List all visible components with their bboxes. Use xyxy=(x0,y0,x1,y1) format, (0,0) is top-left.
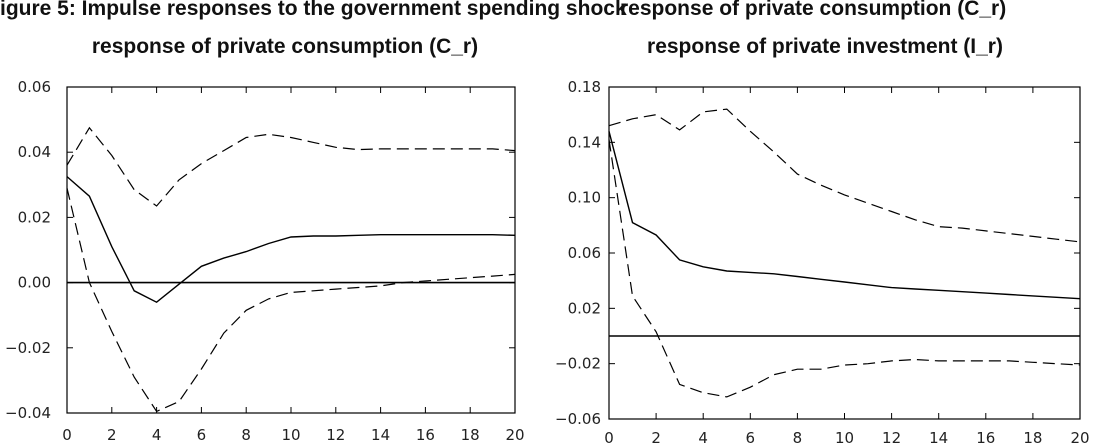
x-tick-label: 10 xyxy=(835,429,854,447)
y-tick-label: −0.02 xyxy=(555,355,601,373)
plot-frame xyxy=(66,86,516,414)
upper-band-series xyxy=(608,108,1081,243)
x-tick-label: 8 xyxy=(793,429,803,447)
response-series xyxy=(608,131,1081,300)
x-tick-label: 12 xyxy=(882,429,901,447)
x-tick-label: 20 xyxy=(505,426,524,444)
y-tick-label: 0.02 xyxy=(18,208,51,226)
x-tick-label: 8 xyxy=(241,426,251,444)
chart-private-investment: response of private investment (I_r) 0 2 4 6… xyxy=(555,35,1090,447)
x-tick-label: 0 xyxy=(62,426,72,444)
chart-title: response of private consumption (C_r) xyxy=(92,35,478,58)
y-tick-label: 0.06 xyxy=(568,244,601,262)
x-tick-label: 10 xyxy=(281,426,300,444)
plot-frame xyxy=(608,86,1081,420)
x-tick-label: 14 xyxy=(929,429,948,447)
y-tick-label: −0.06 xyxy=(555,410,601,428)
x-tick-label: 4 xyxy=(152,426,162,444)
x-tick-label: 4 xyxy=(698,429,708,447)
header-clip-left: igure 5: Impulse responses to the govern… xyxy=(0,0,627,20)
chart-title: response of private investment (I_r) xyxy=(647,35,1003,58)
x-tick-label: 12 xyxy=(326,426,345,444)
x-tick-label: 18 xyxy=(461,426,480,444)
x-tick-label: 20 xyxy=(1070,429,1089,447)
x-tick-label: 2 xyxy=(107,426,117,444)
y-tick-label: 0.10 xyxy=(568,189,601,207)
chart-private-consumption: response of private consumption (C_r) 0 2 4… xyxy=(5,35,525,444)
lower-band-series xyxy=(608,139,1081,398)
x-tick-label: 6 xyxy=(746,429,756,447)
header-clip-right: response of private consumption (C_r) xyxy=(620,0,1006,20)
y-tick-label: 0.18 xyxy=(568,78,601,96)
x-tick-label: 16 xyxy=(416,426,435,444)
y-tick-label: 0.04 xyxy=(18,143,51,161)
lower-band-series xyxy=(66,187,516,413)
x-tick-label: 0 xyxy=(604,429,614,447)
y-tick-label: 0.14 xyxy=(568,133,601,151)
upper-band-series xyxy=(66,126,516,207)
x-tick-label: 6 xyxy=(197,426,207,444)
response-series xyxy=(66,176,516,304)
y-tick-label: 0.02 xyxy=(568,299,601,317)
x-tick-label: 16 xyxy=(976,429,995,447)
x-tick-label: 14 xyxy=(371,426,390,444)
x-tick-label: 2 xyxy=(651,429,661,447)
y-tick-label: 0.00 xyxy=(18,274,51,292)
y-tick-label: −0.04 xyxy=(5,404,51,422)
y-tick-label: −0.02 xyxy=(5,339,51,357)
x-tick-label: 18 xyxy=(1023,429,1042,447)
y-tick-label: 0.06 xyxy=(18,78,51,96)
